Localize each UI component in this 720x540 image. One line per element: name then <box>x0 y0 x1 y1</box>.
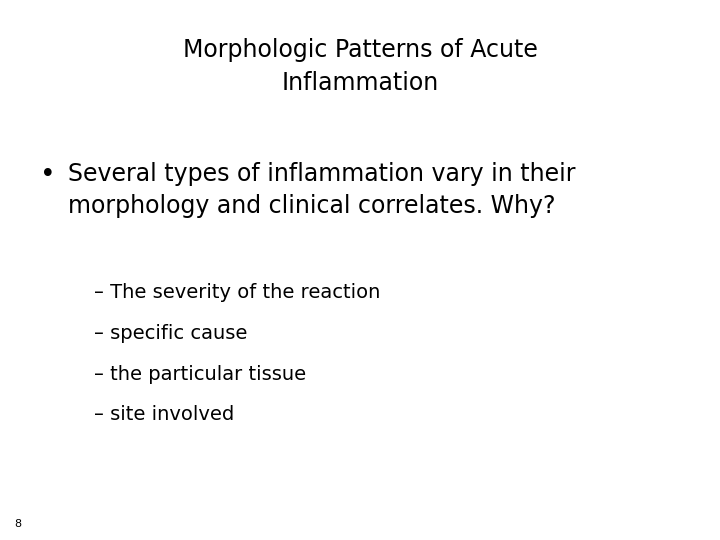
Text: – the particular tissue: – the particular tissue <box>94 364 306 383</box>
Text: – site involved: – site involved <box>94 405 234 424</box>
Text: – specific cause: – specific cause <box>94 324 247 343</box>
Text: – The severity of the reaction: – The severity of the reaction <box>94 284 380 302</box>
Text: Morphologic Patterns of Acute
Inflammation: Morphologic Patterns of Acute Inflammati… <box>183 38 537 95</box>
Text: Several types of inflammation vary in their
morphology and clinical correlates. : Several types of inflammation vary in th… <box>68 162 576 218</box>
Text: •: • <box>40 162 55 188</box>
Text: 8: 8 <box>14 519 22 529</box>
